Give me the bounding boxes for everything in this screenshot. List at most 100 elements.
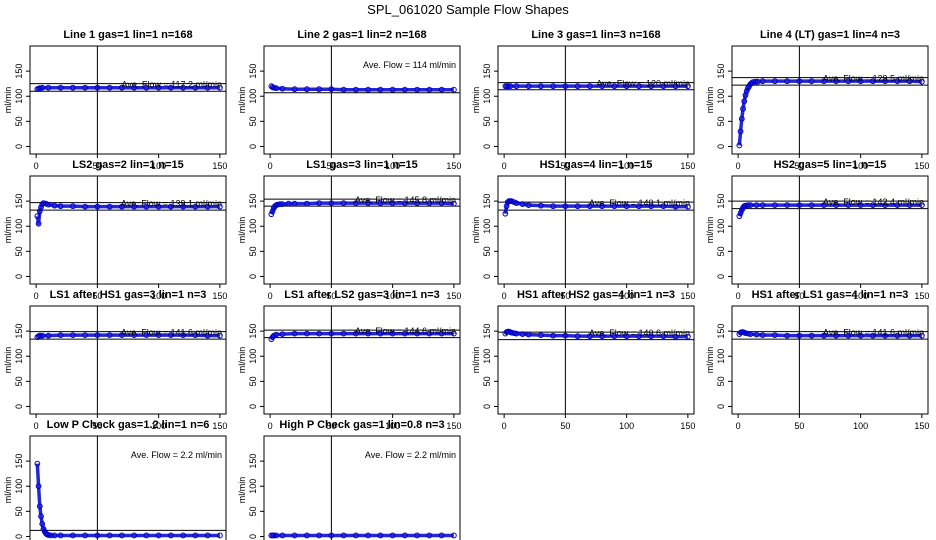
x-tick-label: 50	[794, 161, 804, 171]
y-tick-label: 0	[14, 144, 24, 149]
average-flow-annotation: Ave. Flow = 142.4 ml/min	[823, 197, 924, 207]
y-tick-label: 100	[716, 349, 726, 364]
y-tick-label: 50	[248, 506, 258, 516]
series-line	[737, 330, 922, 338]
plot-frame	[263, 175, 461, 285]
y-axis-label: ml/min	[705, 347, 715, 374]
y-tick-label: 0	[248, 404, 258, 409]
series-line	[269, 331, 454, 341]
x-tick-label: 0	[736, 421, 741, 431]
average-flow-annotation: Ave. Flow = 2.2 ml/min	[131, 450, 222, 460]
y-axis-label: ml/min	[237, 477, 247, 504]
y-tick-label: 150	[716, 324, 726, 339]
x-tick-label: 100	[385, 291, 400, 301]
x-tick-label: 100	[853, 421, 868, 431]
y-tick-label: 150	[14, 64, 24, 79]
y-tick-label: 50	[716, 246, 726, 256]
x-tick-label: 100	[151, 161, 166, 171]
x-tick-label: 150	[914, 161, 929, 171]
y-tick-label: 100	[248, 479, 258, 494]
x-tick-label: 100	[853, 161, 868, 171]
y-axis-label: ml/min	[237, 87, 247, 114]
average-flow-annotation: Ave. Flow = 114 ml/min	[363, 60, 456, 70]
y-tick-label: 150	[482, 194, 492, 209]
plot-frame	[263, 45, 461, 155]
series-line	[270, 84, 454, 92]
y-axis-label: ml/min	[471, 87, 481, 114]
x-tick-label: 0	[736, 161, 741, 171]
y-axis-label: ml/min	[237, 217, 247, 244]
x-tick-label: 0	[502, 161, 507, 171]
plot-frame	[731, 175, 929, 285]
average-flow-annotation: Ave. Flow = 2.2 ml/min	[365, 450, 456, 460]
y-tick-label: 150	[14, 324, 24, 339]
x-tick-label: 0	[268, 421, 273, 431]
plot-frame	[29, 305, 227, 415]
y-tick-label: 50	[248, 116, 258, 126]
page-title: SPL_061020 Sample Flow Shapes	[367, 2, 569, 17]
y-tick-label: 150	[482, 324, 492, 339]
x-tick-label: 0	[736, 291, 741, 301]
y-axis-label: ml/min	[471, 217, 481, 244]
x-tick-label: 50	[92, 421, 102, 431]
y-tick-label: 0	[248, 534, 258, 539]
average-flow-annotation: Ave. Flow = 145.8 ml/min	[355, 195, 456, 205]
x-tick-label: 0	[34, 161, 39, 171]
series-line	[269, 201, 454, 215]
average-flow-annotation: Ave. Flow = 117.2 ml/min	[122, 80, 222, 90]
x-tick-label: 100	[619, 421, 634, 431]
series-line	[503, 329, 688, 339]
panel-title: HS2 gas=5 lin=1 n=15	[774, 159, 887, 171]
y-tick-label: 100	[482, 349, 492, 364]
y-tick-label: 150	[248, 454, 258, 469]
y-axis-label: ml/min	[3, 477, 13, 504]
x-tick-label: 100	[151, 291, 166, 301]
x-tick-label: 150	[680, 421, 695, 431]
y-tick-label: 100	[482, 89, 492, 104]
y-tick-label: 0	[482, 144, 492, 149]
y-tick-label: 0	[248, 274, 258, 279]
plot-frame	[731, 305, 929, 415]
y-tick-label: 100	[716, 89, 726, 104]
panel-title: Low P Check gas=1.2 lin=1 n=6	[47, 419, 210, 431]
y-tick-label: 0	[14, 404, 24, 409]
series-line	[737, 79, 922, 146]
y-tick-label: 150	[248, 324, 258, 339]
panel-title: Line 2 gas=1 lin=2 n=168	[297, 29, 426, 41]
y-axis-label: ml/min	[705, 217, 715, 244]
y-tick-label: 50	[14, 376, 24, 386]
y-tick-label: 0	[716, 404, 726, 409]
x-tick-label: 50	[326, 421, 336, 431]
x-tick-label: 50	[326, 291, 336, 301]
y-tick-label: 50	[482, 116, 492, 126]
x-tick-label: 0	[502, 421, 507, 431]
x-tick-label: 0	[502, 291, 507, 301]
panel-title: Line 1 gas=1 lin=1 n=168	[63, 29, 192, 41]
x-tick-label: 50	[794, 421, 804, 431]
x-tick-label: 100	[853, 291, 868, 301]
y-tick-label: 0	[14, 534, 24, 539]
average-flow-annotation: Ave. Flow = 139.1 ml/min	[121, 199, 222, 209]
y-tick-label: 150	[14, 194, 24, 209]
panel-title: High P Check gas=1 lin=0.8 n=3	[279, 419, 444, 431]
panel-title: Line 4 (LT) gas=1 lin=4 n=3	[760, 29, 900, 41]
panel-title: LS1 gas=3 lin=1 n=15	[306, 159, 418, 171]
x-tick-label: 150	[680, 161, 695, 171]
x-tick-label: 0	[268, 291, 273, 301]
y-tick-label: 100	[14, 89, 24, 104]
y-tick-label: 100	[716, 219, 726, 234]
x-tick-label: 50	[560, 161, 570, 171]
x-tick-label: 50	[92, 161, 102, 171]
plot-frame	[731, 45, 929, 155]
x-tick-label: 50	[326, 161, 336, 171]
x-tick-label: 0	[268, 161, 273, 171]
y-tick-label: 150	[248, 194, 258, 209]
y-tick-label: 50	[14, 116, 24, 126]
panel-title: LS2 gas=2 lin=1 n=15	[72, 159, 184, 171]
plot-frame	[497, 305, 695, 415]
y-axis-label: ml/min	[471, 347, 481, 374]
y-tick-label: 50	[716, 116, 726, 126]
y-tick-label: 150	[716, 64, 726, 79]
y-tick-label: 100	[14, 219, 24, 234]
